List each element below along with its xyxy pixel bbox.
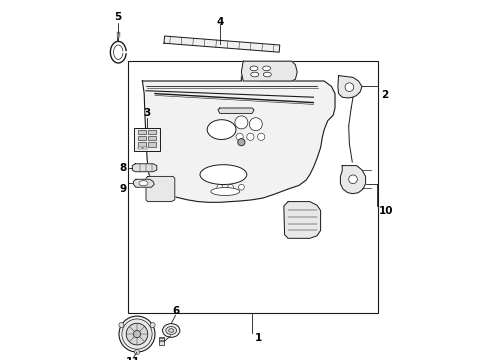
Ellipse shape xyxy=(250,66,258,71)
Circle shape xyxy=(249,118,262,131)
Polygon shape xyxy=(341,166,366,194)
Polygon shape xyxy=(338,76,362,98)
Polygon shape xyxy=(133,179,154,187)
Text: 6: 6 xyxy=(172,306,179,316)
Polygon shape xyxy=(143,76,335,202)
Circle shape xyxy=(236,133,243,140)
Bar xyxy=(148,130,156,134)
Circle shape xyxy=(235,116,248,129)
Circle shape xyxy=(239,184,245,190)
Ellipse shape xyxy=(139,181,148,186)
Ellipse shape xyxy=(163,324,180,337)
Circle shape xyxy=(247,133,254,140)
Bar xyxy=(159,337,164,345)
Bar xyxy=(148,136,156,140)
Bar xyxy=(139,130,147,134)
Polygon shape xyxy=(284,202,320,238)
Circle shape xyxy=(126,323,148,345)
Ellipse shape xyxy=(207,120,236,139)
Text: 2: 2 xyxy=(381,90,389,100)
Text: 3: 3 xyxy=(144,108,151,118)
Ellipse shape xyxy=(166,327,176,334)
Circle shape xyxy=(119,323,124,328)
Text: 11: 11 xyxy=(126,357,141,360)
Circle shape xyxy=(150,323,155,328)
Polygon shape xyxy=(164,36,280,52)
Polygon shape xyxy=(132,164,157,172)
Bar xyxy=(143,147,147,149)
Circle shape xyxy=(122,319,152,349)
Circle shape xyxy=(133,330,141,338)
Circle shape xyxy=(349,175,357,184)
Bar xyxy=(128,61,378,313)
Ellipse shape xyxy=(200,165,247,184)
Circle shape xyxy=(119,316,155,352)
Circle shape xyxy=(238,139,245,146)
Circle shape xyxy=(228,184,233,190)
Circle shape xyxy=(217,184,222,190)
Text: 7: 7 xyxy=(167,327,174,337)
Polygon shape xyxy=(218,108,254,113)
Text: 9: 9 xyxy=(120,184,127,194)
Circle shape xyxy=(258,133,265,140)
Bar xyxy=(139,136,147,140)
Bar xyxy=(139,142,147,147)
Ellipse shape xyxy=(169,329,174,332)
Bar xyxy=(134,128,160,151)
Text: 8: 8 xyxy=(120,163,127,173)
Text: 4: 4 xyxy=(216,17,223,27)
Ellipse shape xyxy=(263,72,271,77)
Text: 5: 5 xyxy=(115,12,122,22)
Text: 10: 10 xyxy=(379,206,393,216)
Circle shape xyxy=(134,350,140,355)
Text: 1: 1 xyxy=(255,333,262,343)
Ellipse shape xyxy=(263,66,270,71)
Ellipse shape xyxy=(251,72,259,77)
Circle shape xyxy=(345,83,354,91)
Bar xyxy=(148,142,156,147)
Polygon shape xyxy=(242,61,297,81)
Polygon shape xyxy=(146,176,175,202)
Ellipse shape xyxy=(211,188,240,195)
Bar xyxy=(138,147,142,149)
